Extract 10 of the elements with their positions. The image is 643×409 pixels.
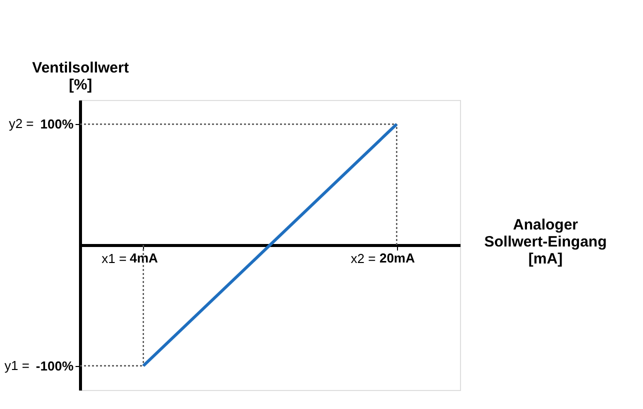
text: y2 = [8, 116, 34, 132]
y-axis-title: Ventilsollwert [%] [32, 60, 129, 94]
x-tick-label: 20mA [379, 250, 416, 266]
annotation: x2 = [350, 251, 376, 266]
x-tick-label: 4mA [130, 250, 159, 266]
annotation: x1 = [102, 251, 127, 266]
text: y1 = [4, 358, 30, 373]
y-tick-label: 100% [40, 116, 74, 132]
y-tick-label: -100% [36, 358, 74, 374]
x-axis-title: Analoger Sollwert-Eingang [mA] [484, 216, 607, 268]
